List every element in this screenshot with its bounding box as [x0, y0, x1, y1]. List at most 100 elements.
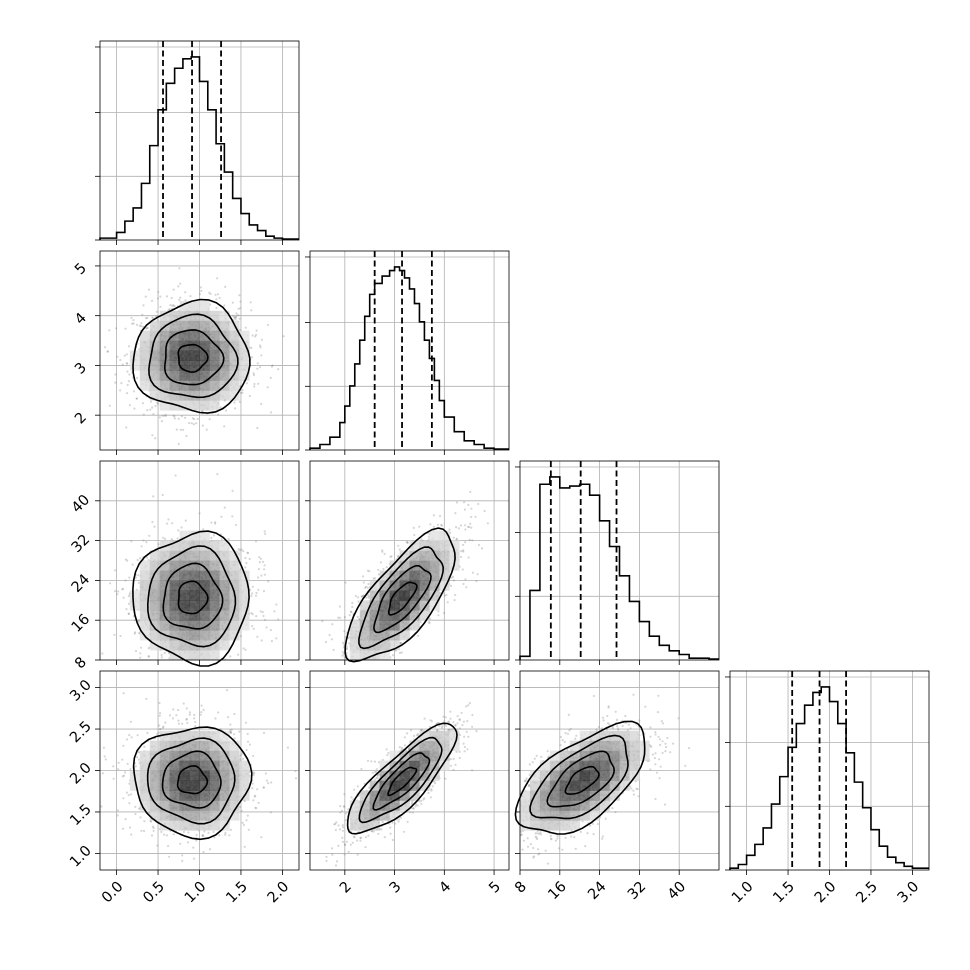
scatter-point [277, 368, 280, 371]
density-bin [379, 610, 390, 621]
scatter-point [148, 534, 151, 537]
scatter-point [127, 612, 130, 615]
scatter-point [195, 422, 198, 425]
scatter-point [377, 573, 380, 576]
density-bin [149, 590, 161, 601]
density-bin [189, 550, 200, 561]
scatter-point [238, 294, 241, 297]
density-bin [209, 540, 220, 551]
density-bin [139, 350, 151, 361]
density-bin [399, 620, 410, 631]
panel-frame [309, 250, 510, 451]
scatter-point [368, 570, 371, 573]
density-bin [419, 580, 430, 591]
density-bin [179, 330, 190, 341]
scatter-point [373, 667, 375, 669]
scatter-point [144, 295, 147, 298]
scatter-point [260, 402, 263, 405]
density-bin [439, 530, 450, 541]
scatter-point [400, 651, 403, 654]
scatter-point [145, 541, 148, 544]
density-bin [149, 360, 161, 371]
scatter-point [233, 316, 236, 319]
scatter-point [160, 420, 164, 423]
density-bin [219, 350, 230, 361]
scatter-point [171, 522, 174, 525]
scatter-point [344, 581, 347, 584]
density-bin [199, 400, 210, 411]
density-bin [159, 600, 170, 611]
density-bin [219, 590, 230, 601]
scatter-point [338, 676, 340, 678]
density-bin [149, 550, 161, 561]
scatter-point [189, 295, 192, 298]
scatter-point [463, 501, 466, 504]
scatter-point [252, 627, 255, 630]
scatter-point [271, 364, 274, 367]
scatter-point [135, 323, 139, 326]
scatter-point [331, 623, 334, 626]
scatter-point [319, 693, 321, 695]
scatter-point [169, 673, 171, 675]
scatter-point [144, 317, 148, 320]
density-bin [379, 630, 390, 641]
scatter-point [258, 344, 262, 347]
scatter-point [126, 383, 129, 387]
scatter-point [235, 312, 238, 315]
scatter-point [240, 548, 243, 551]
scatter-point [147, 655, 150, 658]
density-bin [129, 360, 141, 371]
scatter-point [196, 668, 198, 670]
scatter-point [161, 414, 164, 417]
scatter-point [173, 417, 176, 420]
contour-line [146, 545, 237, 648]
scatter-point [257, 576, 260, 579]
density-bin [229, 350, 240, 361]
scatter-point [250, 309, 253, 312]
scatter-point [364, 586, 367, 590]
scatter-point [174, 467, 176, 469]
scatter-point [437, 610, 440, 613]
scatter-point [321, 666, 323, 668]
scatter-point [347, 637, 350, 640]
density-bin [389, 560, 400, 571]
scatter-point [263, 530, 266, 533]
scatter-point [126, 370, 129, 373]
scatter-point [273, 610, 276, 613]
scatter-point [259, 557, 262, 560]
density-bin [229, 380, 240, 391]
density-bin [159, 570, 170, 581]
density-bin [219, 550, 230, 561]
scatter-point [241, 388, 244, 392]
scatter-point [220, 537, 223, 541]
scatter-point [237, 314, 240, 317]
scatter-point [215, 306, 218, 309]
density-bin [359, 620, 371, 631]
density-bin [379, 580, 390, 591]
scatter-point [455, 501, 458, 504]
scatter-point [165, 662, 167, 664]
density-bin [199, 560, 210, 571]
density-bin [229, 560, 240, 571]
density-bin [209, 610, 220, 621]
density-bin [199, 320, 210, 331]
scatter-point [120, 382, 123, 385]
density-bin [239, 580, 250, 591]
scatter-point [238, 400, 241, 403]
scatter-point [252, 373, 256, 377]
scatter-point [177, 442, 180, 445]
density-bin [159, 550, 170, 561]
density-bin [149, 610, 161, 621]
density-bin [229, 620, 240, 631]
scatter-point [390, 555, 393, 558]
scatter-point [184, 519, 187, 522]
density-bin [439, 550, 450, 561]
scatter-point [399, 642, 402, 645]
density-bin [239, 350, 250, 361]
scatter-point [116, 593, 119, 596]
scatter-point [233, 401, 236, 404]
density-bin [189, 650, 200, 660]
density-bin [179, 570, 190, 581]
scatter-point [121, 775, 124, 778]
contour-line [358, 546, 445, 650]
